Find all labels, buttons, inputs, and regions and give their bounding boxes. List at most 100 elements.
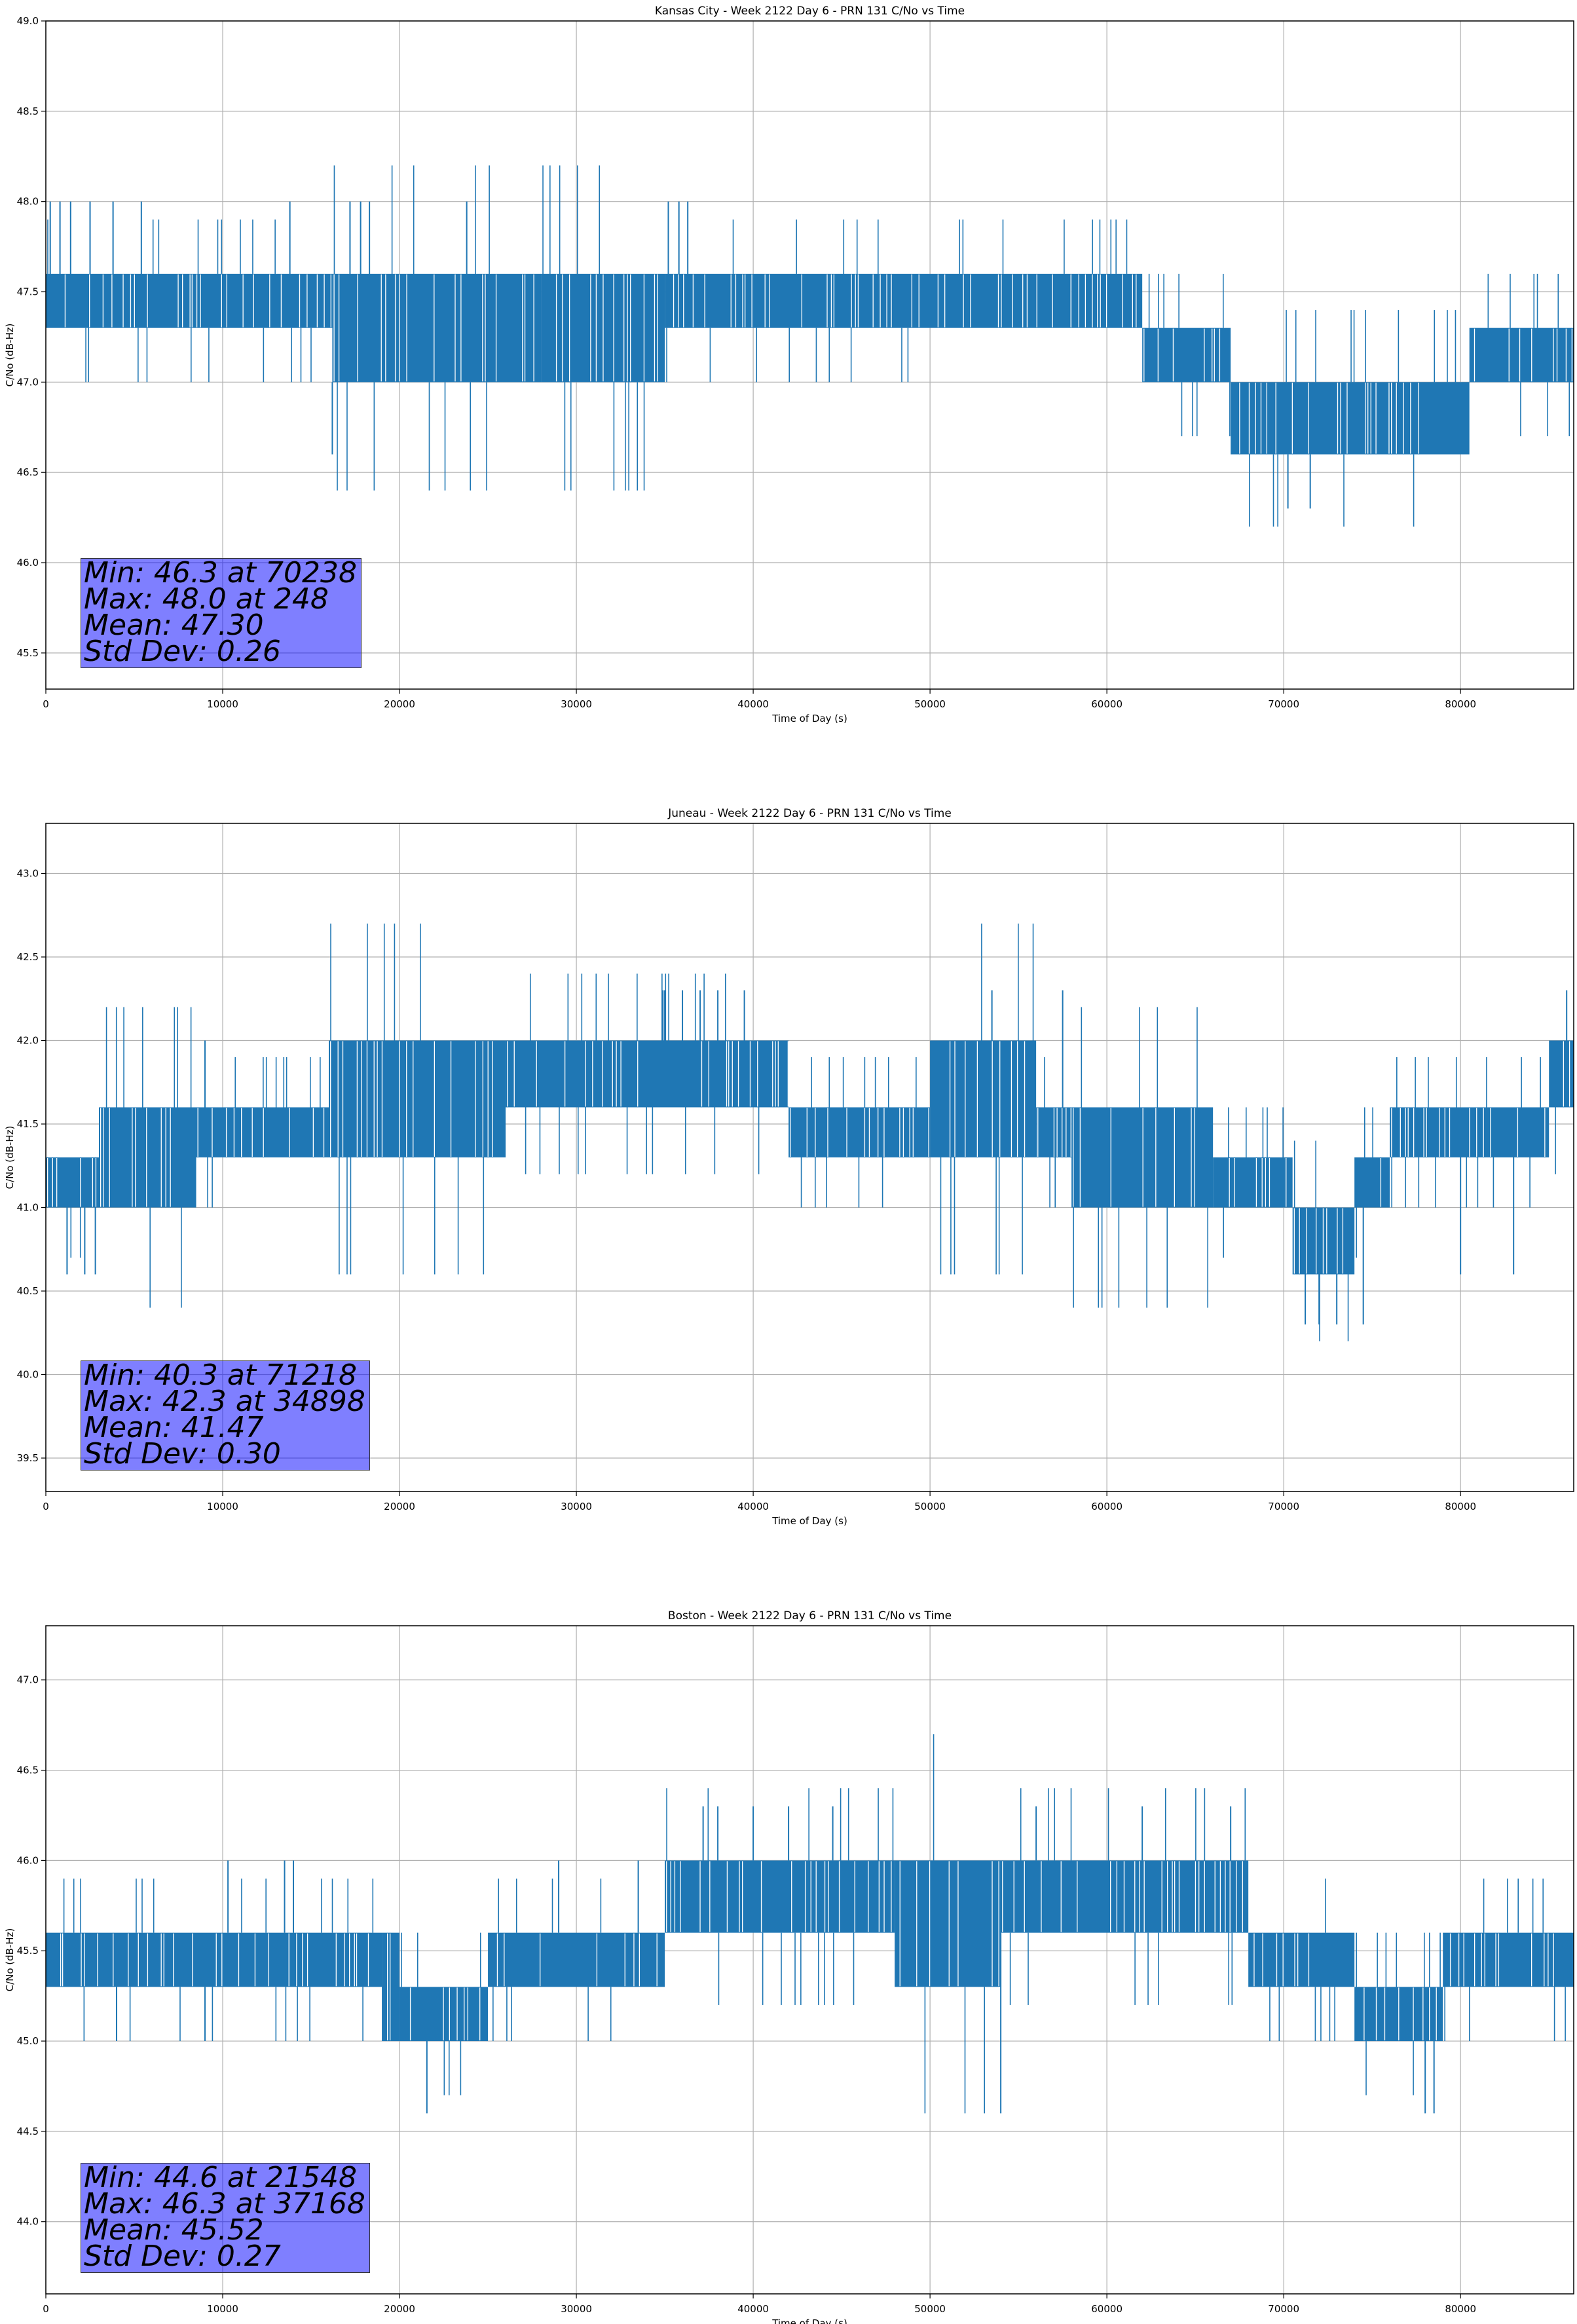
series-gap: [772, 1041, 773, 1107]
series-gap: [97, 1933, 98, 1987]
series-gap: [333, 274, 335, 382]
series-gap: [657, 274, 658, 382]
series-gap: [670, 1861, 671, 1932]
series-gap: [522, 274, 523, 382]
series-gap: [253, 274, 254, 328]
series-gap: [751, 274, 752, 328]
x-tick-label: 40000: [737, 1501, 769, 1512]
series-gap: [804, 1861, 806, 1932]
series-gap: [1388, 383, 1390, 454]
y-tick-label: 46.0: [17, 1854, 39, 1866]
series-gap: [100, 1108, 102, 1207]
series-gap: [79, 1158, 81, 1207]
series-band: [895, 1860, 1001, 1987]
series-gap: [1026, 274, 1028, 328]
series-gap: [479, 1987, 481, 2041]
series-gap: [827, 1108, 828, 1157]
series-gap: [109, 1108, 110, 1207]
y-tick-label: 44.5: [17, 2126, 39, 2137]
series-gap: [1261, 1158, 1263, 1207]
series-gap: [639, 1933, 640, 1987]
series-gap: [1166, 1861, 1168, 1932]
series-gap: [742, 274, 743, 328]
series-gap: [1248, 383, 1250, 454]
series-gap: [1405, 1108, 1406, 1157]
series-gap: [976, 1041, 978, 1157]
series-gap: [830, 274, 832, 328]
series-gap: [916, 1861, 918, 1987]
y-tick-label: 47.5: [17, 286, 39, 298]
series-line: [46, 1734, 1574, 2114]
stats-max: Max: 46.3 at 37168: [84, 2187, 365, 2221]
y-tick-label: 49.0: [17, 15, 39, 27]
series-gap: [170, 1108, 171, 1207]
series-band: [1469, 328, 1574, 383]
x-tick-label: 50000: [914, 2303, 946, 2315]
series-gap: [944, 274, 946, 328]
series-gap: [1563, 1041, 1565, 1107]
series-line: [46, 165, 1574, 527]
y-axis-label: C/No (dB-Hz): [4, 1928, 16, 1992]
y-tick-label: 41.0: [17, 1202, 39, 1214]
x-tick-label: 20000: [384, 1501, 415, 1512]
series-gap: [1265, 1158, 1267, 1207]
series-gap: [357, 274, 358, 382]
series-gap: [62, 1933, 64, 1987]
series-gap: [929, 1861, 931, 1987]
series-gap: [1291, 383, 1293, 454]
series-gap: [883, 1861, 885, 1932]
y-tick-label: 46.0: [17, 557, 39, 569]
series-gap: [536, 1041, 537, 1107]
series-gap: [1297, 1933, 1299, 1987]
y-axis-label: C/No (dB-Hz): [4, 1126, 16, 1190]
y-tick-label: 45.0: [17, 2035, 39, 2047]
series-gap: [296, 1933, 297, 1987]
x-tick-label: 60000: [1091, 1501, 1122, 1512]
series-band: [788, 1107, 931, 1157]
series-gap: [1282, 1933, 1284, 1987]
series-gap: [1337, 383, 1339, 454]
series-gap: [92, 1158, 94, 1207]
series-gap: [1326, 1208, 1327, 1274]
series-gap: [855, 274, 856, 328]
series-band: [1001, 1860, 1249, 1933]
stats-min: Min: 46.3 at 70238: [84, 556, 358, 590]
series-gap: [215, 1933, 217, 1987]
series-gap: [356, 1933, 358, 1987]
series-gap: [666, 1861, 667, 1932]
series-gap: [196, 274, 198, 328]
x-tick-label: 10000: [207, 1501, 238, 1512]
series-gap: [1413, 1108, 1415, 1157]
series-gap: [280, 274, 282, 328]
series-gap: [970, 274, 971, 328]
x-tick-label: 10000: [207, 698, 238, 710]
x-tick-label: 60000: [1091, 698, 1122, 710]
series-gap: [160, 1933, 162, 1987]
series-gap: [864, 1108, 866, 1157]
series-gap: [749, 1041, 751, 1107]
x-axis-label: Time of Day (s): [771, 1515, 847, 1527]
series-gap: [496, 1933, 498, 1987]
series-gap: [367, 1933, 369, 1987]
series-gap: [399, 1041, 400, 1157]
series-gap: [1449, 1108, 1451, 1157]
series-gap: [1474, 328, 1475, 382]
series-gap: [221, 274, 222, 328]
series-gap: [912, 1108, 914, 1157]
y-tick-label: 45.5: [17, 1945, 39, 1957]
x-tick-label: 0: [43, 1501, 49, 1512]
series-gap: [1229, 1861, 1231, 1932]
x-tick-label: 20000: [384, 698, 415, 710]
series-gap: [1002, 1861, 1003, 1932]
series-band: [930, 1040, 1037, 1157]
series-gap: [385, 274, 386, 382]
series-gap: [857, 274, 859, 328]
series-gap: [654, 274, 656, 382]
series-gap: [568, 274, 570, 382]
series-gap: [791, 1861, 792, 1932]
series-gap: [656, 1933, 658, 1987]
series-gap: [1498, 1933, 1500, 1987]
series-gap: [1449, 1933, 1451, 1987]
series-band: [506, 1040, 771, 1108]
series-gap: [1481, 1933, 1482, 1987]
